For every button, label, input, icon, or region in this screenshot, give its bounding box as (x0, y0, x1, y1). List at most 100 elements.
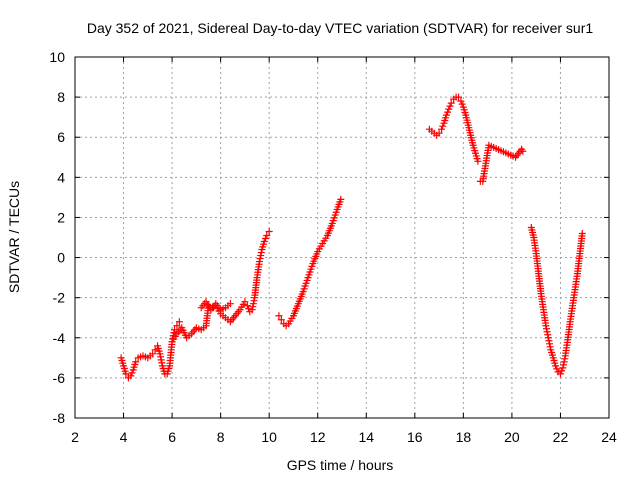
y-tick-label: -2 (53, 290, 66, 306)
x-tick-label: 2 (71, 429, 79, 445)
data-point (243, 302, 251, 310)
y-tick-label: 10 (49, 49, 65, 65)
data-point (157, 356, 165, 364)
data-point (262, 235, 270, 243)
data-point (173, 322, 181, 330)
data-point (545, 337, 553, 345)
data-point (226, 300, 234, 308)
data-point (438, 125, 446, 133)
data-point (170, 329, 178, 337)
data-point (127, 372, 135, 380)
data-point (457, 97, 465, 105)
data-point (122, 370, 130, 378)
y-tick-labels: -8 -6 -4 -2 0 2 4 6 8 10 (49, 49, 65, 426)
data-point (156, 350, 164, 358)
data-point (260, 238, 268, 246)
y-tick-label: 6 (57, 129, 65, 145)
data-point (275, 312, 283, 320)
y-tick-label: -4 (53, 330, 66, 346)
data-point (257, 249, 265, 257)
series-segment-4 (275, 195, 345, 330)
series-segment-5 (425, 93, 482, 165)
series-segment-1 (117, 318, 183, 382)
data-point (256, 255, 264, 263)
data-points (117, 93, 586, 382)
x-tick-label: 16 (407, 429, 423, 445)
data-point (263, 231, 271, 239)
data-point (249, 303, 257, 311)
x-tick-labels: 2 4 6 8 10 12 14 16 18 20 22 24 (71, 429, 617, 445)
data-point (561, 355, 569, 363)
data-point (553, 365, 561, 373)
y-tick-label: 4 (57, 169, 65, 185)
y-tick-label: 8 (57, 89, 65, 105)
data-point (455, 93, 463, 101)
data-point (277, 316, 285, 324)
data-point (149, 350, 157, 358)
data-point (442, 111, 450, 119)
data-point (337, 195, 345, 203)
data-point (560, 358, 568, 366)
data-point (578, 229, 586, 237)
data-point (559, 364, 567, 372)
x-tick-label: 20 (504, 429, 520, 445)
data-point (542, 322, 550, 330)
data-point (245, 305, 253, 313)
data-point (559, 361, 567, 369)
y-axis-label: SDTVAR / TECUs (6, 181, 22, 293)
x-tick-label: 10 (261, 429, 277, 445)
data-point (248, 306, 256, 314)
x-tick-label: 6 (168, 429, 176, 445)
data-point (558, 367, 566, 375)
x-tick-label: 24 (601, 429, 617, 445)
y-tick-label: 0 (57, 250, 65, 266)
axis-ticks (74, 56, 610, 419)
data-point (546, 343, 554, 351)
data-point (175, 318, 183, 326)
x-tick-label: 8 (217, 429, 225, 445)
x-tick-label: 22 (553, 429, 569, 445)
y-tick-label: -8 (53, 410, 66, 426)
x-tick-label: 18 (456, 429, 472, 445)
data-point (158, 359, 166, 367)
data-point (546, 340, 554, 348)
data-point (542, 325, 550, 333)
data-point (544, 334, 552, 342)
data-point (445, 105, 453, 113)
data-point (151, 346, 159, 354)
y-tick-label: 2 (57, 209, 65, 225)
data-point (544, 331, 552, 339)
plot-frame (74, 56, 610, 419)
series-segment-6 (476, 141, 527, 185)
data-point (439, 122, 447, 130)
x-tick-label: 14 (358, 429, 374, 445)
data-point (249, 300, 257, 308)
data-point (543, 328, 551, 336)
data-point (241, 298, 249, 306)
data-point (519, 147, 527, 155)
data-point (444, 108, 452, 116)
x-tick-label: 4 (120, 429, 128, 445)
data-point (128, 369, 136, 377)
x-axis-label: GPS time / hours (287, 457, 394, 473)
y-tick-label: -6 (53, 370, 66, 386)
data-point (552, 362, 560, 370)
data-point (132, 358, 140, 366)
data-point (446, 102, 454, 110)
data-point (257, 252, 265, 260)
x-tick-label: 12 (310, 429, 326, 445)
series-segment-3 (197, 227, 273, 326)
data-point (458, 100, 466, 108)
data-point (556, 370, 564, 378)
data-point (447, 99, 455, 107)
grid-lines (75, 57, 609, 418)
data-point (157, 353, 165, 361)
chart-title: Day 352 of 2021, Sidereal Day-to-day VTE… (87, 20, 593, 36)
data-point (474, 157, 482, 165)
data-point (255, 258, 263, 266)
data-point (435, 129, 443, 137)
series-segment-7 (527, 223, 586, 378)
data-point (265, 227, 273, 235)
data-point (250, 297, 258, 305)
